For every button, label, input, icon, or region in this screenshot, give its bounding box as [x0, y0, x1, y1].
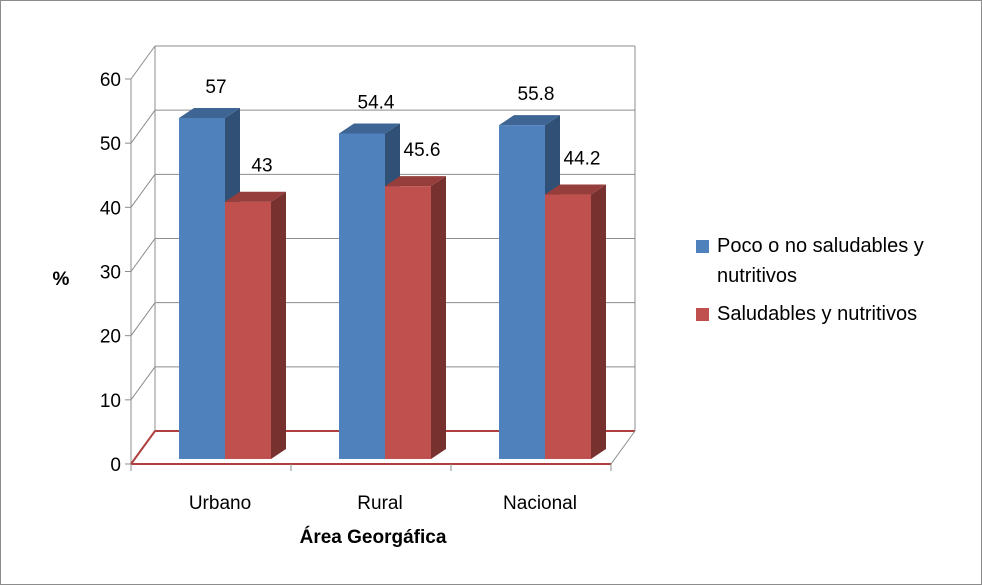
ytick-label-10: 10 [100, 391, 121, 412]
bar-front [339, 133, 385, 460]
bar-top [499, 115, 560, 126]
gridline-side-60 [130, 45, 156, 80]
bar-side [271, 191, 286, 459]
legend-item-saludables: Saludables y nutritivos [696, 299, 981, 329]
bar-side [591, 184, 606, 459]
gridline-side-0 [130, 430, 156, 465]
gridline-side-20 [130, 302, 156, 336]
bar-rural-1 [385, 176, 446, 459]
bar-front [545, 194, 591, 459]
x-tick-labels: Urbano Rural Nacional [130, 464, 612, 514]
bar-front [385, 186, 431, 459]
bar-front [499, 125, 545, 459]
gridline-side-50 [130, 109, 156, 144]
legend: Poco o no saludables y nutritivos Saluda… [696, 231, 981, 337]
data-label-rural-1: 45.6 [404, 140, 441, 161]
gridline-side-30 [130, 238, 156, 272]
ytick-label-30: 30 [100, 263, 121, 284]
gridline-side-40 [130, 174, 156, 208]
ytick-label-50: 50 [100, 134, 121, 155]
bar-side [431, 176, 446, 459]
floor-right-edge [610, 430, 636, 465]
data-label-rural-0: 54.4 [358, 93, 395, 114]
data-labels: 57 43 54.4 45.6 55.8 44.2 [205, 77, 600, 177]
legend-item-poco: Poco o no saludables y nutritivos [696, 231, 981, 291]
bar-nacional-1 [545, 184, 606, 459]
bar-top [339, 123, 400, 134]
bar-front [179, 117, 225, 459]
ytick-label-20: 20 [100, 327, 121, 348]
data-label-nacional-0: 55.8 [518, 84, 555, 105]
data-label-nacional-1: 44.2 [564, 149, 601, 170]
legend-label-poco: Poco o no saludables y nutritivos [717, 235, 924, 287]
bar-top [385, 176, 446, 187]
x-axis-label: Área Georgáfica [300, 526, 447, 548]
ytick-label-60: 60 [100, 70, 121, 91]
bars [179, 107, 606, 460]
y-axis-label: % [53, 269, 70, 290]
xtick-label-urbano: Urbano [189, 493, 251, 514]
bar-front [225, 201, 271, 459]
xtick-label-rural: Rural [357, 493, 402, 514]
gridline-side-10 [130, 366, 156, 401]
legend-swatch-blue [696, 240, 709, 253]
bar-top [179, 107, 240, 118]
ytick-label-40: 40 [100, 198, 121, 219]
bar-urbano-1 [225, 191, 286, 459]
data-label-urbano-0: 57 [205, 77, 226, 98]
legend-label-saludables: Saludables y nutritivos [717, 303, 918, 325]
y-tick-labels: 0 10 20 30 40 50 60 [100, 70, 121, 476]
legend-swatch-red [696, 308, 709, 321]
bar-top [225, 191, 286, 202]
data-label-urbano-1: 43 [251, 156, 272, 177]
ytick-label-0: 0 [110, 455, 121, 476]
xtick-label-nacional: Nacional [503, 493, 577, 514]
bar-top [545, 184, 606, 195]
